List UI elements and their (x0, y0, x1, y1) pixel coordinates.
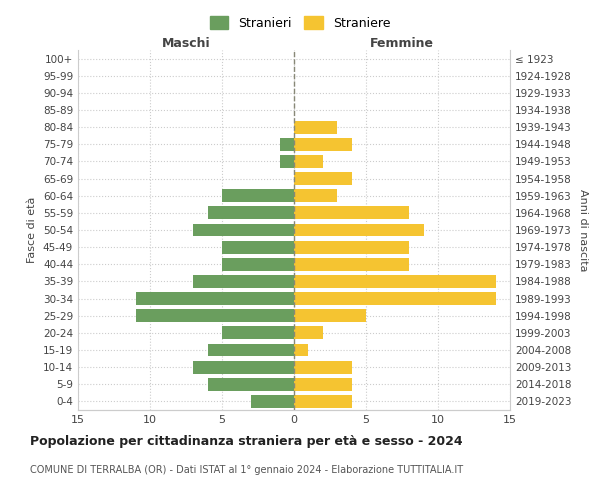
Bar (294, 344, 308, 356)
Bar (251, 395, 294, 408)
Bar (294, 155, 323, 168)
Bar (294, 310, 366, 322)
Bar (294, 258, 409, 270)
Bar (294, 138, 352, 150)
Bar (294, 172, 352, 185)
Bar (222, 258, 294, 270)
Bar (294, 190, 337, 202)
Bar (222, 240, 294, 254)
Bar (208, 378, 294, 390)
Bar (294, 378, 352, 390)
Bar (193, 275, 294, 288)
Text: Maschi: Maschi (161, 37, 211, 50)
Bar (280, 138, 294, 150)
Bar (294, 120, 337, 134)
Bar (294, 240, 409, 254)
Text: Femmine: Femmine (370, 37, 434, 50)
Y-axis label: Fasce di età: Fasce di età (28, 197, 37, 263)
Bar (294, 292, 496, 305)
Bar (280, 155, 294, 168)
Bar (294, 206, 409, 220)
Bar (294, 275, 496, 288)
Bar (294, 395, 352, 408)
Y-axis label: Anni di nascita: Anni di nascita (578, 188, 588, 271)
Text: Popolazione per cittadinanza straniera per età e sesso - 2024: Popolazione per cittadinanza straniera p… (30, 435, 463, 448)
Bar (208, 344, 294, 356)
Bar (193, 224, 294, 236)
Bar (208, 206, 294, 220)
Bar (193, 360, 294, 374)
Bar (136, 292, 294, 305)
Text: COMUNE DI TERRALBA (OR) - Dati ISTAT al 1° gennaio 2024 - Elaborazione TUTTITALI: COMUNE DI TERRALBA (OR) - Dati ISTAT al … (30, 465, 463, 475)
Bar (222, 326, 294, 340)
Bar (294, 326, 323, 340)
Bar (294, 360, 352, 374)
Bar (136, 310, 294, 322)
Bar (222, 190, 294, 202)
Legend: Stranieri, Straniere: Stranieri, Straniere (205, 11, 395, 35)
Bar (294, 224, 424, 236)
